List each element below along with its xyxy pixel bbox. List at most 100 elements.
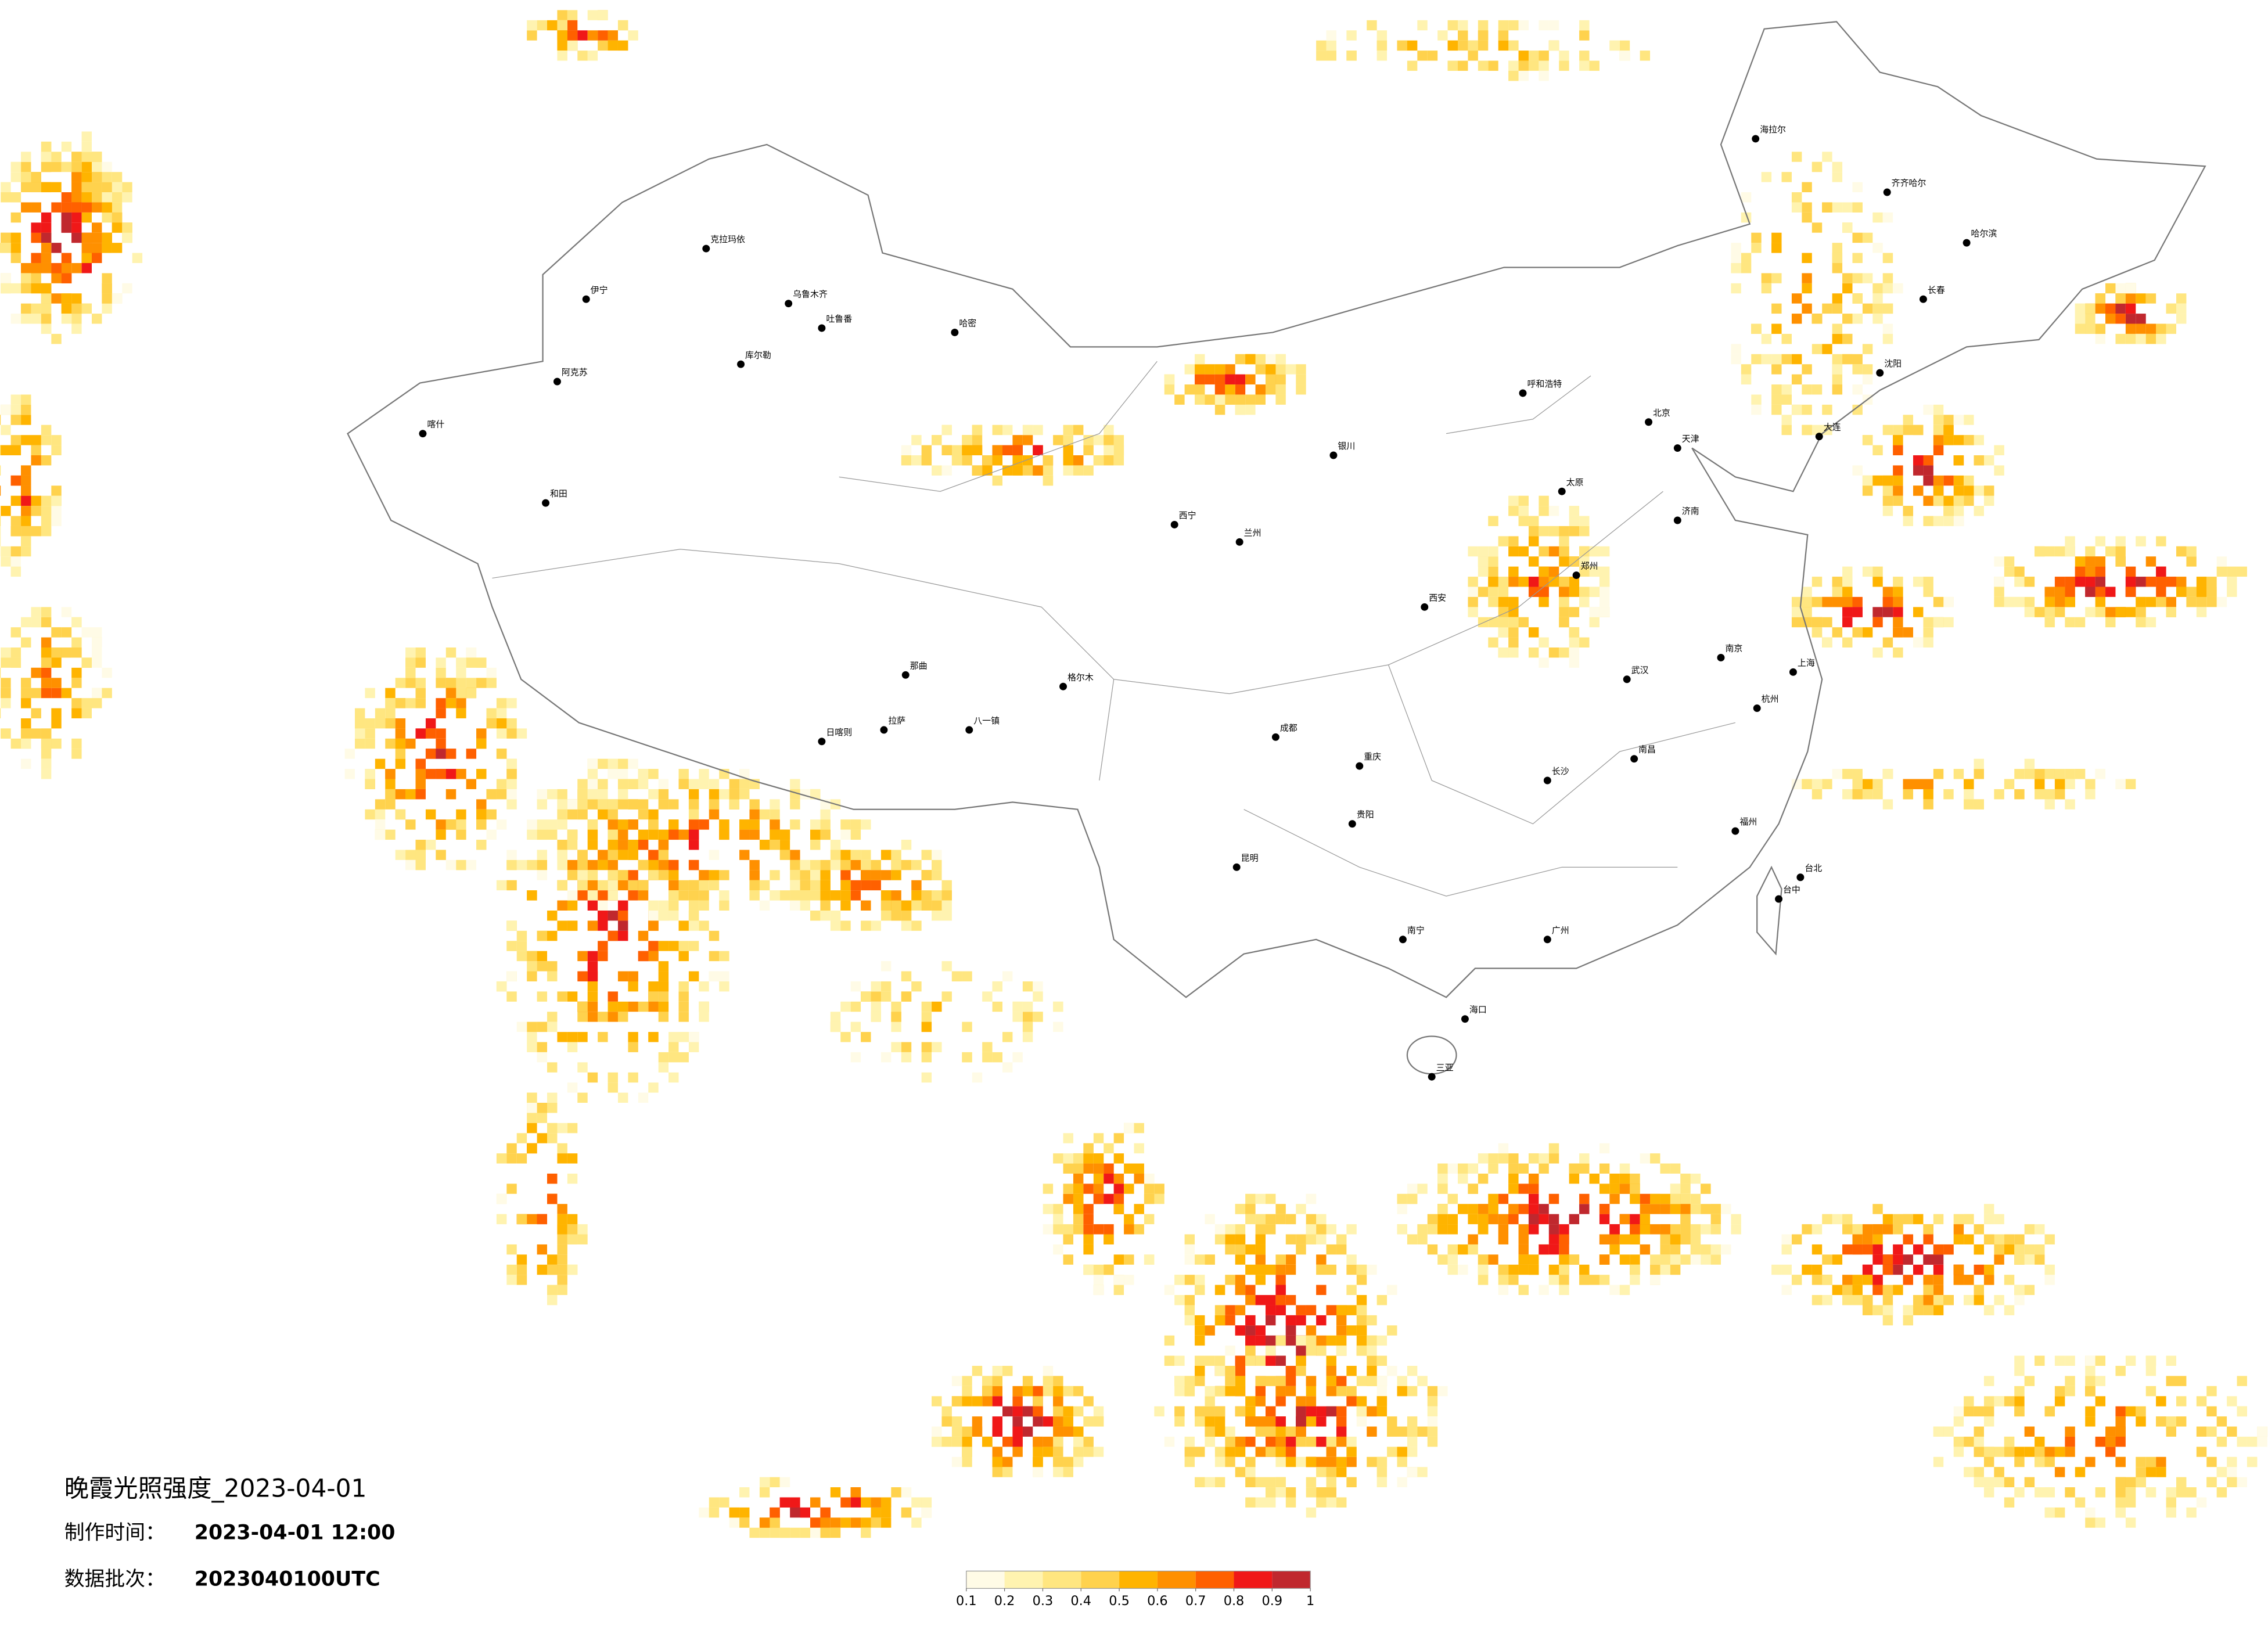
heat-cell [2115,1416,2126,1427]
heat-cell [1022,425,1033,436]
heat-cell [1225,394,1235,405]
heat-cell [2035,1456,2045,1467]
heat-cell [92,627,102,638]
heat-cell [1346,30,1357,41]
heat-cell [2105,587,2116,597]
heat-cell [1933,1244,1944,1255]
heat-cell [1811,1244,1823,1255]
heat-cell [21,506,31,516]
heat-cell [537,930,548,941]
heat-cell [587,981,598,992]
heat-cell [1518,1204,1529,1214]
heat-cell [1336,1335,1347,1346]
heat-cell [2035,769,2045,779]
heat-cell [1802,364,1812,375]
heat-cell [678,829,689,840]
heat-cell [739,850,750,860]
heat-cell [1255,1214,1266,1225]
heat-cell [1943,789,1954,800]
heat-cell [1245,1244,1256,1255]
heat-cell [2115,1507,2126,1518]
heat-cell [1184,384,1195,395]
heat-cell [1933,1295,1944,1305]
heat-cell [537,1113,548,1123]
heat-cell [901,840,912,850]
heat-cell [1083,1224,1094,1235]
heat-cell [1376,1386,1388,1397]
city-marker [702,244,710,253]
heat-cell [1407,1193,1418,1204]
heat-cell [2004,596,2015,607]
heat-cell [1882,1224,1893,1235]
heat-cell [628,880,638,891]
heat-cell [2156,1456,2166,1467]
heat-cell [496,880,507,891]
heat-cell [1569,637,1580,648]
city-label: 南京 [1725,643,1742,654]
heat-cell [506,920,517,931]
heat-cell [1174,1275,1185,1285]
heat-cell [1559,546,1569,557]
heat-cell [840,1517,851,1528]
heat-cell [41,262,52,274]
heat-cell [2105,314,2116,324]
heat-cell [1235,1224,1246,1235]
heat-cell [1417,1224,1428,1235]
heat-cell [1548,1153,1559,1164]
heat-cell [2136,617,2146,628]
heat-cell [1316,1436,1327,1447]
heat-cell [1559,596,1569,607]
heat-cell [688,911,699,921]
heat-cell [1539,70,1549,81]
heat-cell [1387,1366,1397,1376]
heat-cell [1033,1416,1043,1427]
heat-cell [1134,1143,1144,1154]
heat-cell [1113,1133,1124,1143]
heat-cell [10,546,21,557]
heat-cell [1468,577,1478,587]
heat-cell [1882,506,1893,516]
heat-cell [1063,1386,1073,1397]
heat-cell [506,779,517,789]
heat-cell [880,1517,892,1528]
heat-cell [1842,1244,1853,1255]
heat-cell [21,637,31,648]
heat-cell [2105,303,2116,314]
heat-cell [2035,607,2045,617]
heat-cell [2125,1497,2136,1508]
heat-cell [1964,475,1974,486]
heat-cell [2024,1285,2035,1296]
heat-cell [527,819,537,830]
heat-cell [1043,1416,1054,1427]
heat-cell [1275,1295,1286,1305]
heat-cell [1953,1416,1964,1427]
heat-cell [1144,1193,1155,1204]
heat-cell [992,1376,1003,1386]
heat-cell [891,870,901,880]
city-marker [1731,827,1739,835]
heat-cell [820,1517,831,1528]
heat-cell [21,475,31,486]
city-label: 兰州 [1244,527,1261,538]
heat-cell [21,758,31,769]
heat-cell [1933,1275,1944,1285]
heat-cell [1,425,11,436]
heat-cell [1903,1305,1914,1315]
heat-cell [1791,607,1802,617]
heat-cell [1275,1436,1286,1447]
heat-cell [1913,607,1924,617]
heat-cell [1771,394,1782,405]
heat-cell [608,890,618,901]
heat-cell [1205,1214,1215,1225]
heat-cell [1872,1234,1883,1244]
heat-cell [1862,1305,1873,1315]
heat-cell [1731,1214,1741,1225]
heat-cell [1214,1477,1225,1488]
heat-cell [51,243,62,253]
heat-cell [2115,1456,2126,1467]
heat-cell [1134,1173,1144,1184]
heat-cell [557,1264,567,1275]
heat-cell [486,718,497,729]
heat-cell [2176,293,2187,304]
heat-cell [31,506,41,516]
